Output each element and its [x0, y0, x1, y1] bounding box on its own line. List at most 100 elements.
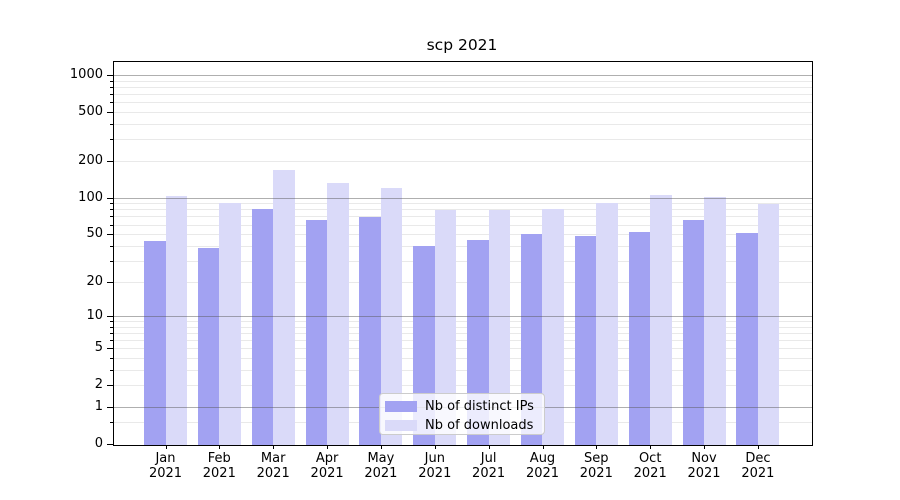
- bar-downloads-dec: [757, 204, 780, 445]
- y-tick-mark: [107, 75, 113, 77]
- x-tick-mark: [542, 445, 544, 449]
- y-tick-label: 500: [78, 104, 103, 120]
- y-minor-tick-mark: [110, 245, 113, 247]
- y-minor-tick-mark: [110, 139, 113, 141]
- x-tick-label-jul: Jul 2021: [472, 451, 506, 481]
- y-tick-mark: [107, 234, 113, 236]
- gridline-minor: [114, 234, 812, 236]
- y-tick-label: 5: [94, 340, 103, 356]
- y-tick-label: 200: [78, 152, 103, 168]
- bar-ips-mar: [251, 209, 274, 445]
- gridline-minor: [114, 203, 812, 205]
- gridline-minor: [114, 224, 812, 226]
- x-tick-mark: [757, 445, 759, 449]
- y-minor-tick-mark: [110, 87, 113, 89]
- x-tick-label-dec: Dec 2021: [741, 451, 775, 481]
- bar-downloads-nov: [704, 197, 726, 445]
- y-tick-mark: [107, 407, 113, 408]
- x-tick-mark: [165, 445, 167, 449]
- y-tick-label: 10: [86, 308, 103, 323]
- y-minor-tick-mark: [110, 370, 113, 371]
- gridline-minor: [114, 348, 812, 350]
- bar-ips-sep: [574, 236, 597, 445]
- y-tick-label: 100: [78, 189, 103, 205]
- bar-downloads-may: [380, 188, 403, 445]
- gridline-minor: [114, 87, 812, 89]
- bar-ips-apr: [305, 220, 328, 445]
- y-minor-tick-mark: [110, 333, 113, 334]
- y-minor-tick-mark: [110, 203, 113, 205]
- y-tick-label: 0: [94, 436, 103, 451]
- bar-downloads-jan: [165, 195, 187, 445]
- x-tick-mark: [488, 445, 490, 449]
- gridline-minor: [114, 281, 812, 283]
- x-tick-label-may: May 2021: [364, 451, 398, 481]
- gridline-minor: [114, 94, 812, 96]
- bar-downloads-sep: [596, 202, 618, 445]
- gridline-minor: [114, 370, 812, 371]
- y-tick-mark: [107, 385, 113, 387]
- y-tick-label: 2: [94, 377, 103, 393]
- gridline-minor: [114, 124, 812, 125]
- plot-canvas: [114, 62, 812, 445]
- bar-ips-dec: [736, 233, 758, 445]
- y-tick-mark: [107, 112, 113, 114]
- gridline-minor: [114, 80, 812, 82]
- gridline-major: [114, 197, 812, 199]
- x-tick-mark: [327, 445, 329, 449]
- bar-ips-may: [359, 217, 381, 445]
- bar-downloads-feb: [219, 203, 241, 445]
- x-tick-label-jun: Jun 2021: [418, 451, 452, 481]
- x-tick-label-oct: Oct 2021: [633, 451, 667, 481]
- gridline-minor: [114, 209, 812, 211]
- x-tick-mark: [704, 445, 705, 449]
- y-minor-tick-mark: [110, 260, 113, 262]
- gridline-major: [114, 75, 812, 77]
- gridline-minor: [114, 245, 812, 247]
- y-tick-mark: [107, 316, 113, 317]
- y-minor-tick-mark: [110, 216, 113, 218]
- bar-downloads-jul: [488, 210, 511, 445]
- y-minor-tick-mark: [110, 340, 113, 342]
- legend-label-downloads: Nb of downloads: [425, 418, 534, 433]
- bar-ips-aug: [520, 234, 543, 445]
- y-tick-label: 1000: [69, 67, 103, 83]
- y-minor-tick-mark: [110, 102, 113, 104]
- x-tick-label-mar: Mar 2021: [256, 451, 290, 481]
- x-tick-label-aug: Aug 2021: [525, 451, 560, 481]
- legend-swatch-distinct-ips: [385, 401, 417, 412]
- x-tick-mark: [273, 445, 275, 449]
- x-tick-mark: [380, 445, 382, 449]
- x-tick-mark: [650, 445, 652, 449]
- bar-downloads-apr: [327, 182, 349, 445]
- y-minor-tick-mark: [110, 209, 113, 211]
- legend-label-distinct-ips: Nb of distinct IPs: [425, 399, 534, 414]
- legend-item: Nb of downloads: [385, 416, 544, 435]
- gridline-major: [114, 316, 812, 317]
- y-tick-mark: [107, 444, 113, 445]
- bar-ips-jan: [144, 240, 166, 445]
- legend: Nb of distinct IPs Nb of downloads: [379, 393, 545, 435]
- legend-item: Nb of distinct IPs: [385, 397, 544, 416]
- plot-area: [113, 61, 813, 446]
- gridline-minor: [114, 385, 812, 387]
- bar-downloads-aug: [542, 208, 564, 445]
- x-tick-mark: [219, 445, 221, 449]
- gridline-minor: [114, 139, 812, 141]
- x-tick-label-feb: Feb 2021: [202, 451, 236, 481]
- x-tick-label-apr: Apr 2021: [310, 451, 344, 481]
- bar-ips-nov: [682, 220, 704, 445]
- y-minor-tick-mark: [110, 80, 113, 82]
- y-tick-mark: [107, 197, 113, 199]
- gridline-minor: [114, 112, 812, 114]
- y-minor-tick-mark: [110, 422, 113, 424]
- legend-swatch-downloads: [385, 420, 417, 431]
- gridline-minor: [114, 340, 812, 342]
- y-tick-label: 50: [86, 226, 103, 242]
- chart-title: scp 2021: [426, 36, 498, 54]
- gridline-minor: [114, 326, 812, 328]
- y-minor-tick-mark: [110, 124, 113, 125]
- gridline-minor: [114, 216, 812, 218]
- x-tick-label-jan: Jan 2021: [148, 451, 183, 481]
